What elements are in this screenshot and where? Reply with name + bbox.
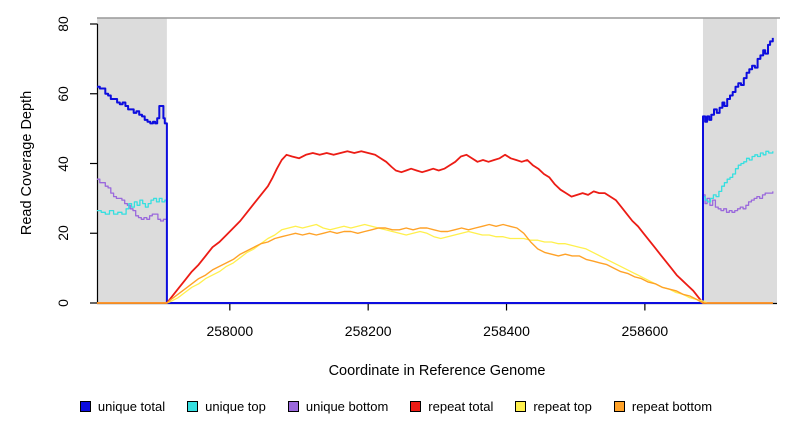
shaded-region: [702, 18, 777, 303]
series-repeat-total: [97, 150, 773, 304]
x-axis-label: Coordinate in Reference Genome: [328, 363, 546, 379]
legend-label: unique total: [97, 399, 166, 414]
y-tick-label: 80: [55, 16, 71, 32]
y-axis-label: Read Coverage Depth: [19, 90, 35, 236]
legend-item-repeat-total: repeat total: [410, 399, 493, 414]
shaded-region: [97, 18, 167, 303]
legend-item-repeat-bottom: repeat bottom: [613, 399, 713, 414]
x-tick-label: 258000: [206, 323, 254, 339]
legend-label: repeat bottom: [631, 399, 713, 414]
series-unique-top: [97, 150, 774, 304]
series-repeat-bottom: [97, 223, 773, 304]
legend-swatch-unique-total: [79, 401, 91, 412]
legend-label: repeat top: [533, 399, 592, 414]
x-tick-label: 258600: [621, 323, 669, 339]
series-repeat-top: [97, 223, 773, 304]
legend-swatch-repeat-total: [410, 401, 422, 412]
legend: unique total unique top unique bottom repea…: [0, 399, 792, 414]
y-tick-label: 40: [55, 155, 71, 172]
legend-item-unique-total: unique total: [79, 399, 166, 414]
y-tick-label: 20: [55, 225, 71, 242]
legend-label: unique top: [205, 399, 266, 414]
legend-swatch-unique-bottom: [287, 401, 299, 412]
series-unique-total: [97, 37, 774, 304]
legend-label: repeat total: [428, 399, 494, 414]
legend-label: unique bottom: [305, 399, 389, 414]
x-tick-label: 258200: [344, 323, 392, 339]
y-tick-label: 60: [55, 85, 71, 102]
legend-item-repeat-top: repeat top: [515, 399, 592, 414]
y-tick-label: 0: [55, 299, 71, 307]
legend-swatch-repeat-top: [515, 401, 527, 412]
x-tick-label: 258400: [483, 323, 530, 339]
legend-item-unique-bottom: unique bottom: [287, 399, 389, 414]
legend-swatch-repeat-bottom: [613, 401, 625, 412]
legend-item-unique-top: unique top: [187, 399, 266, 414]
legend-swatch-unique-top: [187, 401, 199, 412]
